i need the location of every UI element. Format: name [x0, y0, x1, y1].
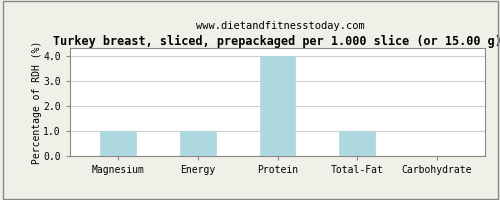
- Bar: [100, 131, 136, 156]
- Title: Turkey breast, sliced, prepackaged per 1.000 slice (or 15.00 g): Turkey breast, sliced, prepackaged per 1…: [53, 35, 500, 48]
- Text: www.dietandfitnesstoday.com: www.dietandfitnesstoday.com: [196, 21, 364, 31]
- Bar: [260, 56, 296, 156]
- Bar: [340, 131, 376, 156]
- Bar: [180, 131, 216, 156]
- Y-axis label: Percentage of RDH (%): Percentage of RDH (%): [32, 40, 42, 164]
